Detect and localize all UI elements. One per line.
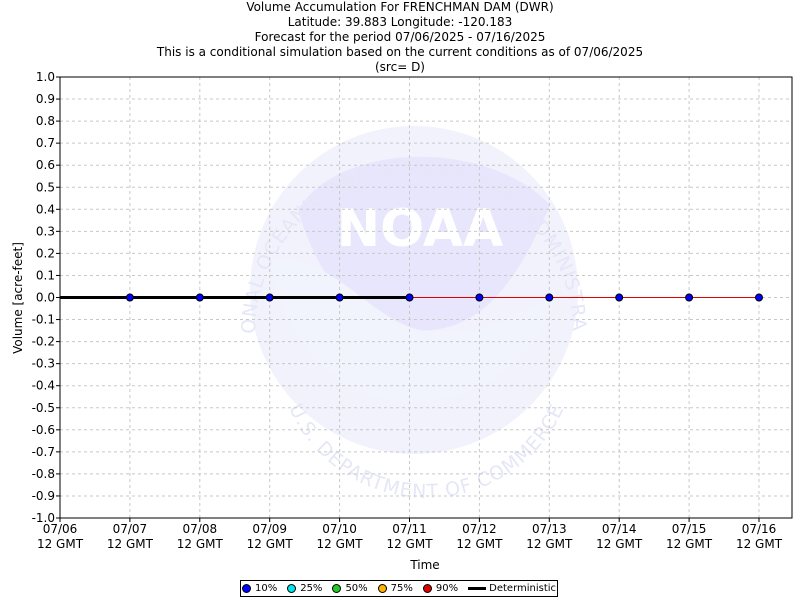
noaa-watermark: NOAA NATIONAL OCEANIC AND ATMOSPHERIC AD… bbox=[0, 0, 589, 503]
y-axis: 1.0 0.9 0.8 0.7 0.6 0.5 0.4 0.3 0.2 0.1 0.0 -0.1 -0.… bbox=[32, 70, 60, 525]
series-layer bbox=[60, 293, 763, 302]
x-axis-label: Time bbox=[409, 558, 439, 572]
data-point-10pct bbox=[545, 293, 554, 302]
x-tick-date: 07/06 bbox=[43, 522, 78, 536]
x-tick-date: 07/13 bbox=[532, 522, 567, 536]
y-tick-label: -0.7 bbox=[32, 445, 55, 459]
chart-header: Volume Accumulation For FRENCHMAN DAM (D… bbox=[0, 0, 800, 75]
legend-dot-swatch bbox=[377, 584, 387, 593]
legend-item: Deterministic bbox=[468, 583, 556, 594]
x-tick-date: 07/12 bbox=[462, 522, 497, 536]
y-tick-label: -0.8 bbox=[32, 467, 55, 481]
conditions-note: This is a conditional simulation based o… bbox=[156, 45, 644, 59]
legend-dot-swatch bbox=[241, 584, 251, 593]
x-tick-date: 07/11 bbox=[392, 522, 427, 536]
y-tick-label: 0.1 bbox=[36, 268, 55, 282]
data-point-10pct bbox=[755, 293, 763, 302]
legend-item: 90% bbox=[422, 583, 459, 594]
data-point-10pct bbox=[125, 293, 134, 302]
y-axis-label: Volume [acre-feet] bbox=[11, 242, 25, 354]
x-tick-date: 07/08 bbox=[183, 522, 218, 536]
x-tick-hour: 12 GMT bbox=[37, 537, 84, 551]
legend-item: 50% bbox=[332, 583, 368, 594]
y-tick-label: 0.8 bbox=[36, 114, 55, 128]
y-tick-label: -0.6 bbox=[32, 423, 55, 437]
data-point-10pct bbox=[405, 293, 414, 302]
x-tick-date: 07/10 bbox=[322, 522, 357, 536]
legend-label: 10% bbox=[254, 583, 278, 594]
x-tick-hour: 12 GMT bbox=[177, 537, 224, 551]
legend-item: 75% bbox=[377, 583, 413, 594]
data-point-10pct bbox=[685, 293, 694, 302]
x-tick-hour: 12 GMT bbox=[736, 537, 783, 551]
chart-legend: 10% 25% 50% 75% 90% Deterministic bbox=[240, 580, 558, 597]
legend-label: 50% bbox=[345, 583, 368, 594]
legend-item: 10% bbox=[241, 583, 278, 594]
x-tick-date: 07/16 bbox=[742, 522, 777, 536]
legend-dot-swatch bbox=[422, 584, 432, 593]
location-line: Latitude: 39.883 Longitude: -120.183 bbox=[287, 15, 513, 29]
x-tick-date: 07/15 bbox=[672, 522, 707, 536]
data-point-10pct bbox=[615, 293, 624, 302]
legend-label: Deterministic bbox=[489, 583, 557, 594]
chart-title: Volume Accumulation For FRENCHMAN DAM (D… bbox=[246, 0, 554, 14]
period-line: Forecast for the period 07/06/2025 - 07/… bbox=[254, 30, 546, 44]
y-tick-label: -0.5 bbox=[32, 401, 55, 415]
source-line: (src= D) bbox=[375, 60, 425, 74]
y-tick-label: -0.9 bbox=[32, 489, 55, 503]
y-tick-label: -0.3 bbox=[32, 357, 55, 371]
y-tick-label: 0.0 bbox=[36, 291, 55, 305]
y-tick-label: -1.0 bbox=[32, 511, 55, 525]
noaa-logo-bird bbox=[298, 156, 550, 331]
x-tick-hour: 12 GMT bbox=[317, 537, 364, 551]
data-point-10pct bbox=[475, 293, 484, 302]
x-tick-hour: 12 GMT bbox=[596, 537, 643, 551]
x-tick-hour: 12 GMT bbox=[526, 537, 573, 551]
y-tick-label: 0.3 bbox=[36, 224, 55, 238]
legend-label: 25% bbox=[300, 583, 323, 594]
noaa-logo-wave bbox=[272, 260, 560, 402]
x-tick-hour: 12 GMT bbox=[456, 537, 503, 551]
y-tick-label: 1.0 bbox=[36, 70, 55, 84]
x-tick-hour: 12 GMT bbox=[666, 537, 713, 551]
y-tick-label: -0.2 bbox=[32, 335, 55, 349]
x-tick-date: 07/14 bbox=[602, 522, 637, 536]
data-point-10pct bbox=[195, 293, 204, 302]
x-tick-hour: 12 GMT bbox=[386, 537, 433, 551]
legend-dot-swatch bbox=[332, 584, 342, 593]
legend-label: 75% bbox=[390, 583, 413, 594]
legend-item: 25% bbox=[287, 583, 322, 594]
legend-label: 90% bbox=[435, 583, 459, 594]
x-tick-date: 07/07 bbox=[113, 522, 148, 536]
data-point-10pct bbox=[265, 293, 274, 302]
y-tick-label: -0.1 bbox=[32, 313, 55, 327]
x-tick-date: 07/09 bbox=[252, 522, 287, 536]
noaa-logo-text: NOAA bbox=[337, 199, 504, 259]
y-tick-label: 0.2 bbox=[36, 246, 55, 260]
x-tick-hour: 12 GMT bbox=[107, 537, 154, 551]
y-tick-label: 0.9 bbox=[36, 92, 55, 106]
y-tick-label: 0.6 bbox=[36, 158, 55, 172]
legend-dot-swatch bbox=[287, 584, 297, 593]
legend-line-swatch bbox=[468, 587, 487, 590]
y-tick-label: 0.4 bbox=[36, 202, 55, 216]
y-tick-label: -0.4 bbox=[32, 379, 55, 393]
y-tick-label: 0.5 bbox=[36, 180, 55, 194]
y-tick-label: 0.7 bbox=[36, 136, 55, 150]
data-point-10pct bbox=[335, 293, 344, 302]
x-tick-hour: 12 GMT bbox=[247, 537, 294, 551]
